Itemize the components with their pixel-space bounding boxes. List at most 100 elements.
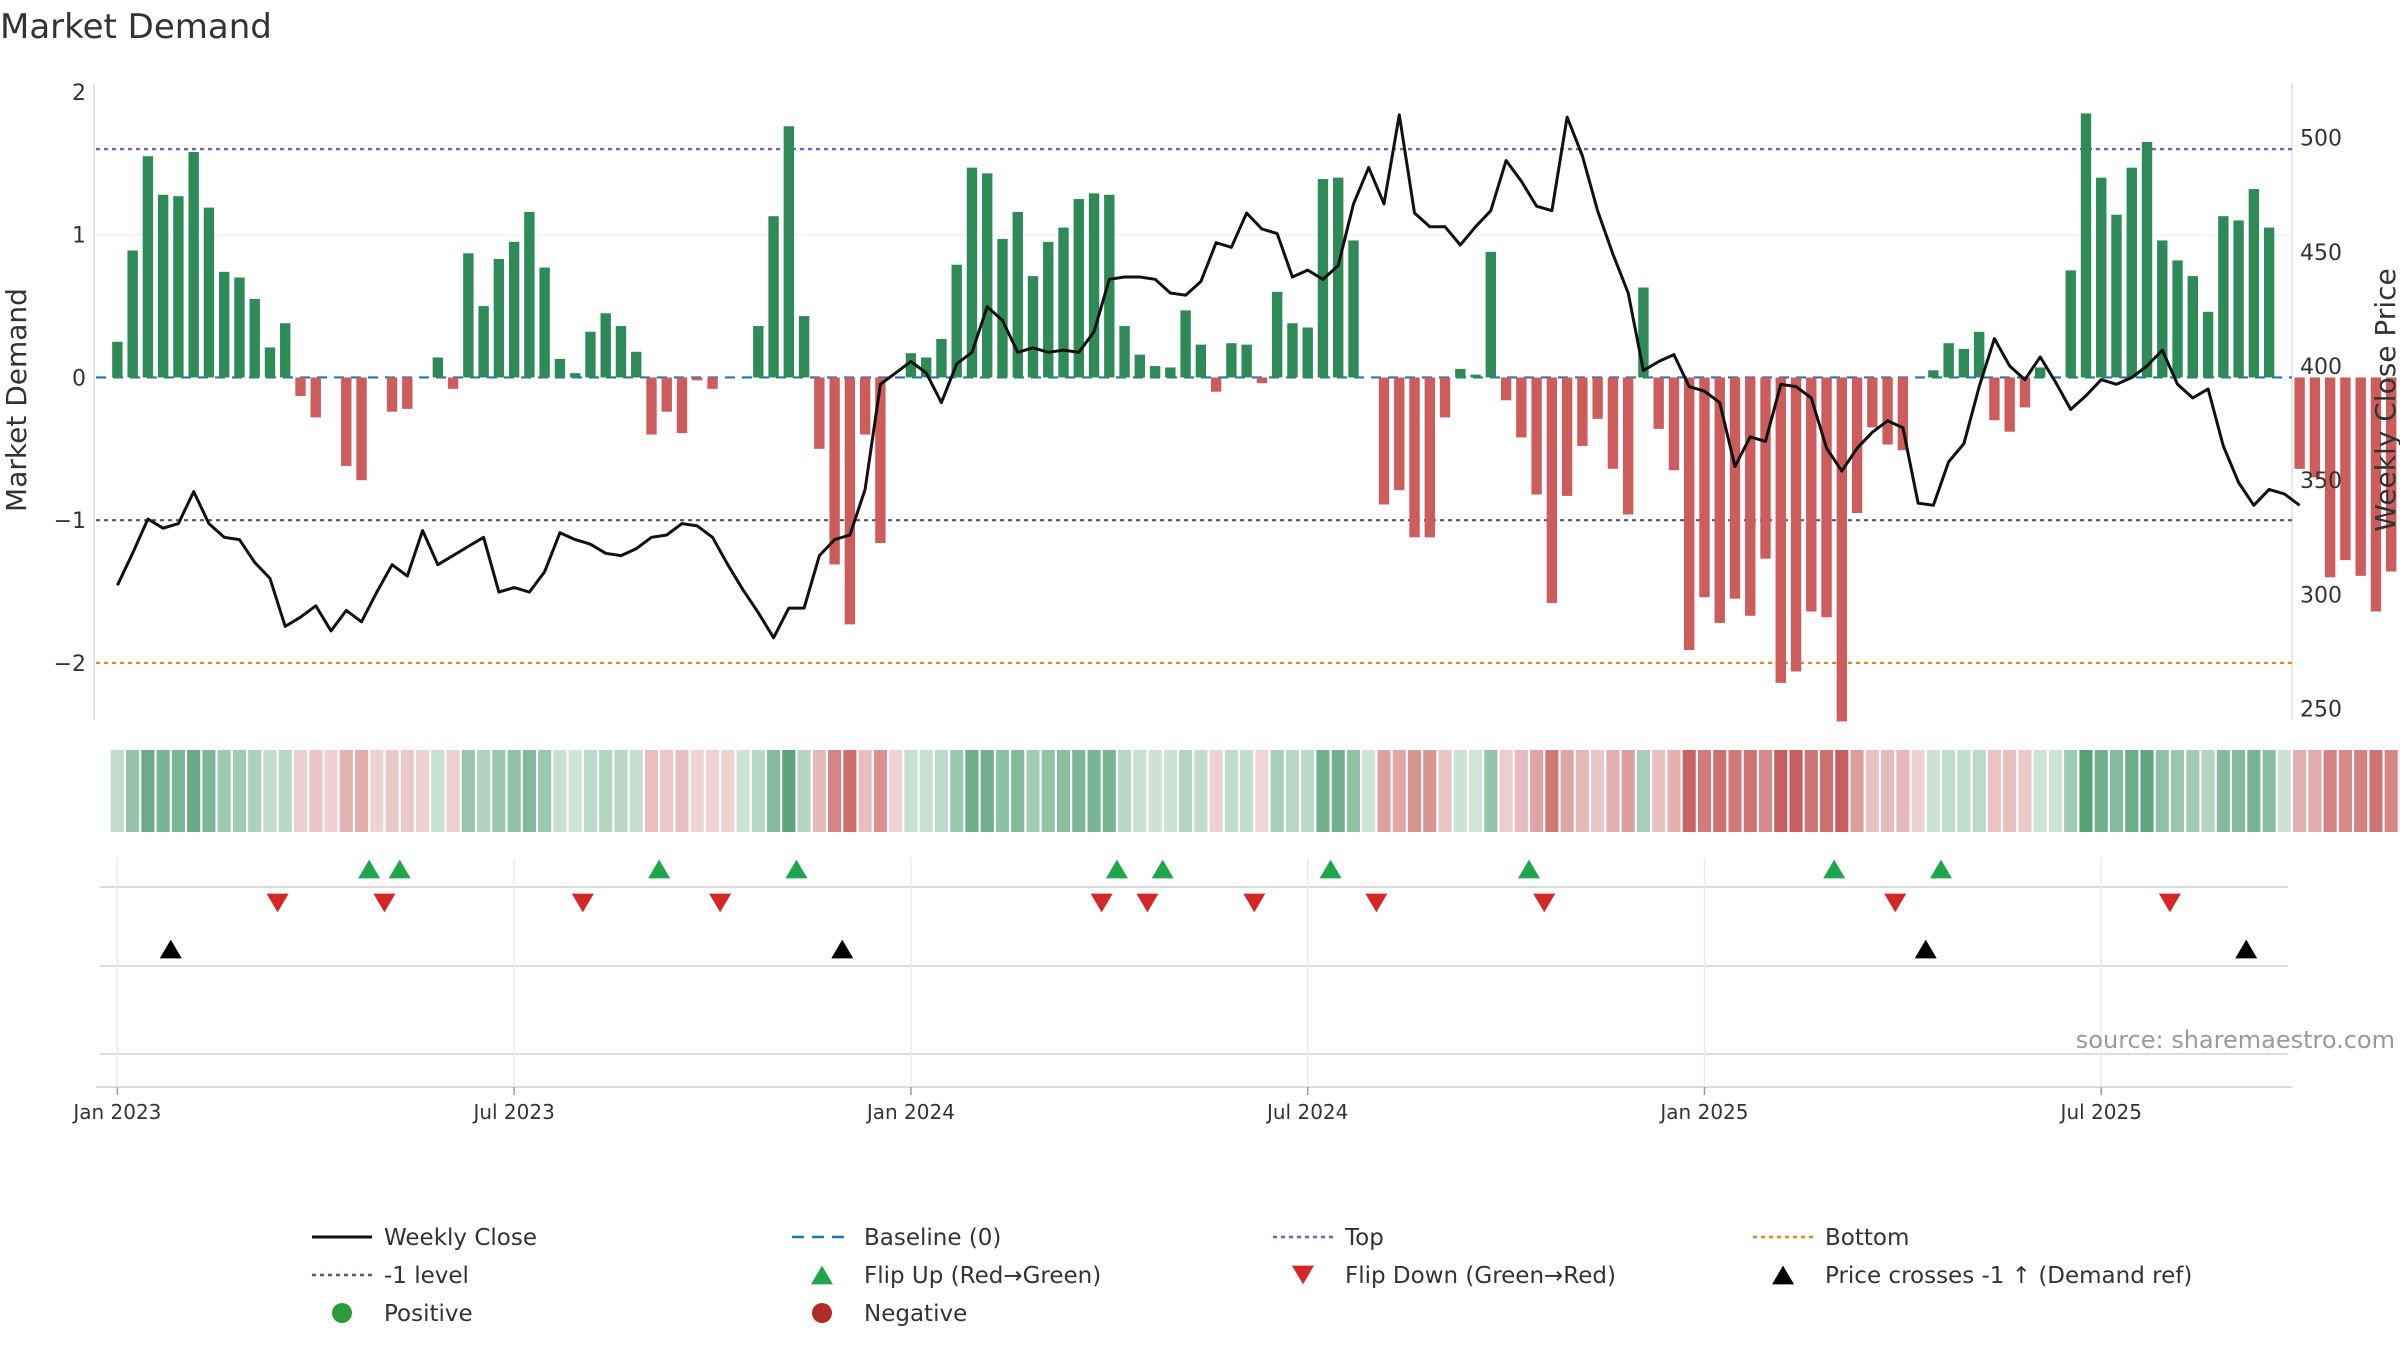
heat-cell: [1179, 750, 1193, 832]
x-tick-label: Jan 2024: [865, 1100, 955, 1124]
demand-bar-positive: [768, 216, 779, 378]
demand-bar-positive: [203, 207, 215, 378]
heat-cell: [1697, 750, 1712, 832]
right-tick-label: 300: [2300, 583, 2342, 608]
demand-bar-positive: [1943, 343, 1954, 378]
demand-bar-positive: [2126, 167, 2137, 378]
flip-up-marker: [1930, 859, 1953, 879]
heat-cell: [1041, 750, 1055, 832]
demand-bar-positive: [1348, 240, 1359, 378]
heat-cell: [431, 750, 445, 832]
heat-cell: [1240, 750, 1254, 832]
heat-cell: [2293, 750, 2307, 832]
y-axis-label-right: Weekly Close Price: [2369, 268, 2400, 531]
heat-cell: [1148, 750, 1162, 832]
demand-bar-positive: [1058, 227, 1069, 378]
demand-bars: [112, 113, 2397, 722]
heat-cell: [583, 750, 597, 832]
demand-bar-negative: [1836, 377, 1847, 722]
x-tick-label: Jan 2023: [71, 1100, 161, 1124]
heat-cell: [2079, 750, 2093, 832]
demand-bar-negative: [661, 377, 672, 412]
flip-up-marker: [648, 859, 671, 879]
heat-cell: [614, 750, 628, 832]
demand-bar-negative: [707, 377, 718, 389]
heat-cell: [1316, 750, 1330, 832]
demand-bar-negative: [2340, 377, 2351, 561]
flip-up-marker: [388, 859, 411, 879]
demand-bar-negative: [1851, 377, 1863, 514]
demand-bar-positive: [783, 126, 795, 378]
heat-cell: [1209, 750, 1223, 832]
demand-bar-negative: [1546, 377, 1558, 603]
demand-bar-positive: [615, 326, 627, 378]
legend-label-baseline: Baseline (0): [864, 1225, 1001, 1251]
demand-bar-positive: [585, 331, 596, 378]
heat-cell: [1285, 750, 1299, 832]
demand-bar-positive: [1333, 177, 1344, 378]
demand-bar-negative: [1394, 377, 1405, 491]
demand-bar-positive: [905, 353, 917, 378]
demand-bar-negative: [1516, 377, 1527, 438]
flip-down-marker: [571, 893, 594, 913]
reference-lines: [96, 147, 2292, 665]
heat-cell: [477, 750, 491, 832]
demand-bar-negative: [1592, 377, 1603, 419]
heat-cell: [2155, 750, 2169, 832]
demand-bar-positive: [600, 313, 611, 378]
heat-cell: [1087, 750, 1101, 832]
demand-bar-positive: [219, 271, 230, 378]
flip-down-marker: [1533, 893, 1556, 913]
demand-bar-negative: [1653, 377, 1664, 429]
heat-cell: [675, 750, 689, 832]
heat-cell: [1926, 750, 1940, 832]
demand-bar-positive: [1226, 343, 1237, 378]
price-cross-marker: [831, 939, 854, 959]
heat-cell: [812, 750, 826, 832]
demand-bar-positive: [631, 351, 642, 378]
heat-cell: [1636, 750, 1650, 832]
heat-cell: [1331, 750, 1345, 832]
legend-symbol-flip-down: [1292, 1265, 1314, 1285]
heat-cell: [1713, 750, 1727, 832]
legend-label-positive: Positive: [384, 1301, 473, 1327]
heat-cell: [1896, 750, 1910, 832]
demand-bar-positive: [1485, 251, 1497, 378]
demand-bar-positive: [2035, 367, 2046, 378]
price-line-group: [116, 113, 2301, 640]
demand-bar-negative: [814, 377, 825, 449]
heat-cell: [1407, 750, 1422, 832]
demand-bar-negative: [1684, 377, 1695, 651]
demand-bar-positive: [432, 357, 444, 378]
heat-cell: [1987, 750, 2001, 832]
demand-bar-positive: [280, 323, 291, 378]
x-tick-label: Jan 2025: [1658, 1100, 1748, 1124]
demand-bar-negative: [1210, 377, 1222, 392]
heat-cell: [934, 750, 948, 832]
demand-bar-negative: [1867, 377, 1878, 428]
legend-label-bottom: Bottom: [1825, 1225, 1909, 1251]
heat-cell: [461, 750, 475, 832]
plot-frame: [93, 84, 2293, 720]
demand-bar-positive: [1073, 199, 1084, 378]
heat-cell: [2018, 750, 2032, 832]
demand-bar-positive: [508, 241, 520, 378]
heat-cell: [1957, 750, 1971, 832]
heat-cell: [1682, 750, 1696, 832]
heat-cell: [1072, 750, 1086, 832]
demand-bar-positive: [1287, 323, 1298, 378]
demand-bar-positive: [966, 167, 978, 378]
heat-cell: [2064, 750, 2078, 832]
heat-cell: [690, 750, 704, 832]
demand-bar-positive: [112, 341, 123, 378]
heat-cell: [2308, 750, 2322, 832]
heat-cell: [721, 750, 735, 832]
legend-symbol-cross: [1772, 1265, 1794, 1285]
heat-cell: [110, 750, 124, 832]
heat-cell: [1743, 750, 1757, 832]
demand-bar-positive: [798, 316, 810, 378]
heat-cell: [1819, 750, 1834, 832]
demand-bar-positive: [478, 306, 489, 378]
demand-bar-negative: [1729, 377, 1741, 599]
demand-bar-negative: [692, 377, 703, 381]
